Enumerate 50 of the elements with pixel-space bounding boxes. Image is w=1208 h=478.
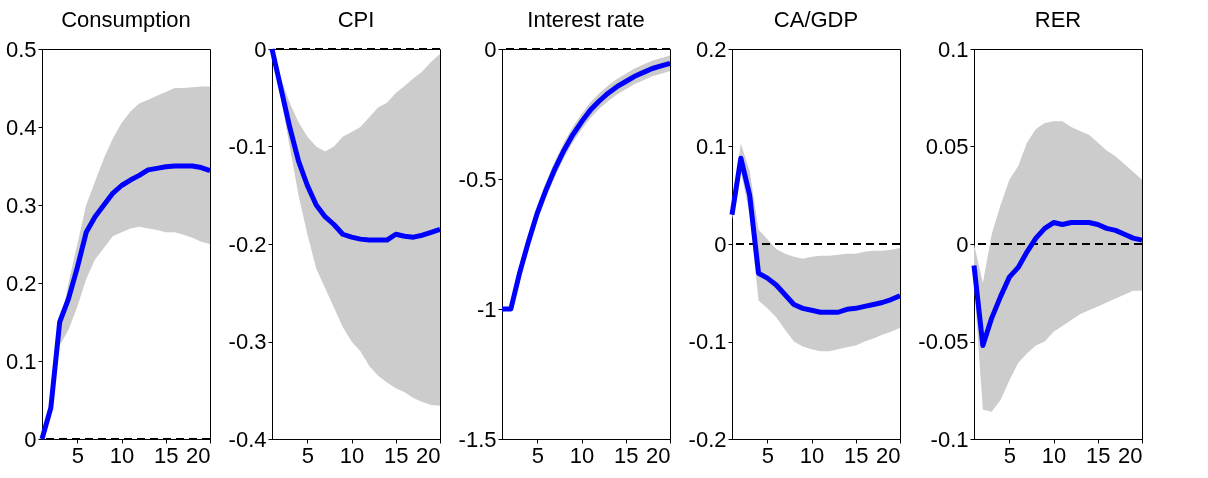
y-tick-label: -0.2 [688, 426, 727, 452]
chart-title: CA/GDP [773, 7, 859, 32]
chart-title: Consumption [61, 7, 191, 32]
x-tick-label: 15 [844, 442, 869, 468]
y-tick-label: -0.3 [228, 329, 267, 354]
y-tick-label: 0.05 [925, 134, 969, 159]
y-tick-label: -0.1 [688, 329, 727, 354]
chart-title: Interest rate [527, 7, 645, 32]
x-tick-label: 10 [339, 442, 365, 468]
x-tick-label: 10 [569, 442, 595, 468]
y-tick-label: -1.5 [458, 426, 497, 452]
y-tick-label: -0.1 [228, 134, 267, 159]
x-tick-label: 10 [1041, 442, 1067, 468]
x-tick-label: 5 [1003, 442, 1016, 468]
y-tick-label: 0 [714, 231, 727, 257]
chart-title: CPI [337, 7, 375, 32]
y-tick-label: 0.5 [5, 36, 37, 62]
y-tick-label: 0.2 [695, 36, 727, 62]
x-tick-label: 15 [384, 442, 409, 468]
y-tick-label: -1 [476, 296, 497, 322]
y-tick-label: -0.05 [918, 329, 969, 354]
x-tick-label: 10 [109, 442, 135, 468]
y-tick-label: 0.2 [5, 270, 37, 296]
x-tick-label: 15 [614, 442, 639, 468]
x-tick-label: 5 [531, 442, 544, 468]
y-tick-label: -0.1 [930, 426, 969, 452]
y-tick-label: 0.4 [5, 114, 37, 140]
y-tick-label: -0.4 [228, 426, 267, 452]
y-tick-label: 0 [956, 231, 969, 257]
x-tick-label: 15 [1086, 442, 1111, 468]
x-tick-label: 5 [761, 442, 774, 468]
y-tick-label: 0.1 [5, 348, 37, 374]
x-tick-label: 20 [876, 442, 901, 468]
x-tick-label: 20 [1118, 442, 1143, 468]
chart-title: RER [1034, 7, 1082, 32]
x-tick-label: 20 [186, 442, 211, 468]
y-tick-label: 0 [254, 36, 267, 62]
y-tick-label: 0.1 [937, 36, 969, 62]
x-tick-label: 5 [71, 442, 84, 468]
x-tick-label: 10 [799, 442, 825, 468]
x-tick-label: 15 [154, 442, 179, 468]
y-tick-label: 0.1 [695, 134, 727, 159]
y-tick-label: -0.2 [228, 231, 267, 257]
y-tick-label: 0 [24, 426, 37, 452]
y-tick-label: 0 [484, 36, 497, 62]
y-tick-label: -0.5 [458, 166, 497, 192]
x-tick-label: 20 [646, 442, 671, 468]
x-tick-label: 20 [416, 442, 441, 468]
y-tick-label: 0.3 [5, 192, 37, 218]
x-tick-label: 5 [301, 442, 314, 468]
